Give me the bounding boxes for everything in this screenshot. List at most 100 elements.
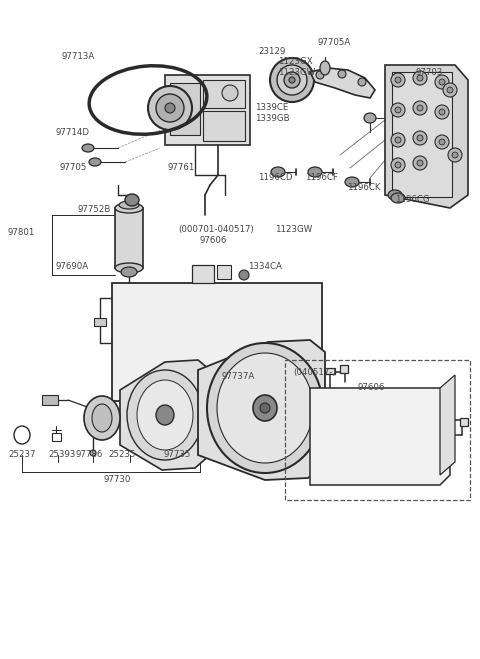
Ellipse shape bbox=[395, 77, 401, 83]
Ellipse shape bbox=[435, 105, 449, 119]
Text: 97714D: 97714D bbox=[55, 128, 89, 137]
Ellipse shape bbox=[115, 263, 143, 273]
Ellipse shape bbox=[270, 58, 314, 102]
Bar bbox=[285, 360, 470, 500]
Text: (040517-): (040517-) bbox=[293, 368, 336, 377]
Ellipse shape bbox=[395, 137, 401, 143]
Ellipse shape bbox=[391, 193, 405, 203]
Text: 97690A: 97690A bbox=[55, 262, 88, 271]
Ellipse shape bbox=[284, 72, 300, 88]
Ellipse shape bbox=[127, 370, 203, 460]
Text: 1123GW: 1123GW bbox=[278, 68, 315, 77]
Text: 97801: 97801 bbox=[8, 228, 36, 237]
Ellipse shape bbox=[90, 450, 96, 456]
Bar bbox=[42, 395, 58, 405]
Ellipse shape bbox=[391, 103, 405, 117]
Polygon shape bbox=[120, 360, 210, 470]
Bar bbox=[392, 72, 452, 197]
Ellipse shape bbox=[92, 404, 112, 432]
Ellipse shape bbox=[345, 177, 359, 187]
Bar bbox=[340, 365, 348, 373]
Ellipse shape bbox=[435, 135, 449, 149]
Bar bbox=[165, 75, 250, 145]
Text: 97730: 97730 bbox=[103, 475, 131, 484]
Ellipse shape bbox=[417, 75, 423, 81]
Ellipse shape bbox=[289, 77, 295, 83]
Ellipse shape bbox=[165, 103, 175, 113]
Ellipse shape bbox=[207, 343, 323, 473]
Bar bbox=[94, 318, 106, 326]
Bar bbox=[217, 265, 231, 279]
Ellipse shape bbox=[452, 152, 458, 158]
Ellipse shape bbox=[439, 139, 445, 145]
Ellipse shape bbox=[443, 83, 457, 97]
Ellipse shape bbox=[358, 78, 366, 86]
Bar bbox=[192, 265, 214, 283]
Ellipse shape bbox=[125, 194, 139, 206]
Ellipse shape bbox=[391, 158, 405, 172]
Ellipse shape bbox=[320, 61, 330, 75]
Text: 1339GB: 1339GB bbox=[255, 114, 289, 123]
Text: 97761: 97761 bbox=[168, 163, 195, 172]
Polygon shape bbox=[385, 65, 468, 208]
Ellipse shape bbox=[277, 65, 307, 95]
Ellipse shape bbox=[119, 201, 139, 209]
Polygon shape bbox=[198, 340, 325, 480]
Ellipse shape bbox=[308, 167, 322, 177]
Text: 97606: 97606 bbox=[200, 236, 228, 245]
Text: 97786: 97786 bbox=[75, 450, 102, 459]
Ellipse shape bbox=[413, 101, 427, 115]
Polygon shape bbox=[310, 68, 375, 98]
Text: 1196CK: 1196CK bbox=[347, 183, 381, 192]
Ellipse shape bbox=[413, 131, 427, 145]
Ellipse shape bbox=[439, 109, 445, 115]
Bar bbox=[115, 208, 143, 268]
Text: 1334CA: 1334CA bbox=[248, 262, 282, 271]
Ellipse shape bbox=[253, 395, 277, 421]
Text: 25237: 25237 bbox=[8, 450, 36, 459]
Ellipse shape bbox=[156, 94, 184, 122]
Ellipse shape bbox=[391, 73, 405, 87]
Ellipse shape bbox=[413, 156, 427, 170]
Ellipse shape bbox=[417, 105, 423, 111]
Text: (000701-040517): (000701-040517) bbox=[178, 225, 254, 234]
Ellipse shape bbox=[435, 75, 449, 89]
Ellipse shape bbox=[271, 167, 285, 177]
Ellipse shape bbox=[137, 380, 193, 450]
Polygon shape bbox=[310, 388, 450, 485]
Text: 1123GW: 1123GW bbox=[275, 225, 312, 234]
Ellipse shape bbox=[115, 203, 143, 213]
Ellipse shape bbox=[395, 107, 401, 113]
Text: 1196CG: 1196CG bbox=[395, 195, 430, 204]
Ellipse shape bbox=[82, 144, 94, 152]
Text: 1196CD: 1196CD bbox=[258, 173, 292, 182]
Ellipse shape bbox=[417, 135, 423, 141]
Polygon shape bbox=[440, 375, 455, 475]
Ellipse shape bbox=[121, 267, 137, 277]
Ellipse shape bbox=[148, 86, 192, 130]
Ellipse shape bbox=[260, 403, 270, 413]
Ellipse shape bbox=[338, 70, 346, 78]
Bar bbox=[170, 83, 200, 135]
Bar bbox=[203, 80, 245, 108]
Ellipse shape bbox=[239, 270, 249, 280]
Text: 97703: 97703 bbox=[415, 68, 443, 77]
Text: 97737A: 97737A bbox=[222, 372, 255, 381]
Ellipse shape bbox=[388, 190, 402, 200]
Text: 25235: 25235 bbox=[108, 450, 135, 459]
Ellipse shape bbox=[316, 71, 324, 79]
Text: 97705A: 97705A bbox=[318, 38, 351, 47]
Ellipse shape bbox=[395, 162, 401, 168]
Text: 1196CF: 1196CF bbox=[305, 173, 338, 182]
Text: 23129: 23129 bbox=[258, 47, 286, 56]
Text: 1123GX: 1123GX bbox=[278, 57, 312, 66]
Text: 97735: 97735 bbox=[163, 450, 191, 459]
Ellipse shape bbox=[447, 87, 453, 93]
Ellipse shape bbox=[391, 133, 405, 147]
Ellipse shape bbox=[439, 79, 445, 85]
Ellipse shape bbox=[364, 113, 376, 123]
Text: 97752B: 97752B bbox=[78, 205, 111, 214]
Ellipse shape bbox=[84, 396, 120, 440]
Bar bbox=[460, 418, 468, 426]
Text: 97606: 97606 bbox=[357, 383, 384, 392]
